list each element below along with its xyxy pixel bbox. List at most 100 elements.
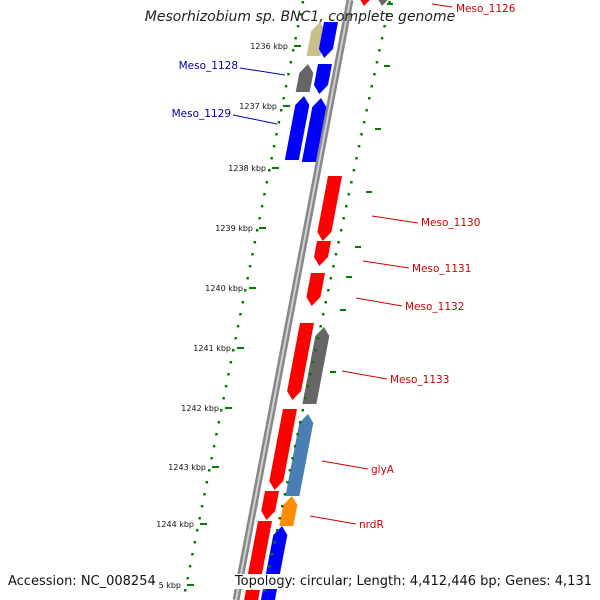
- ruler-dot: [334, 253, 338, 256]
- ruler-dot: [236, 325, 240, 328]
- leader-line: [321, 460, 369, 470]
- ruler-dot: [378, 49, 381, 52]
- ruler-dot: [352, 169, 356, 172]
- ruler-dot: [270, 553, 274, 556]
- kbp-tick-label: 1243 kbp: [168, 463, 206, 472]
- ruler-dot: [193, 541, 197, 544]
- ruler-dot: [350, 181, 353, 184]
- ruler-dot: [368, 97, 371, 100]
- leader-line: [309, 515, 357, 525]
- ruler-dot: [283, 493, 287, 496]
- leader-line: [232, 114, 278, 125]
- ruler-dot: [293, 445, 297, 448]
- ruler-dot: [232, 349, 235, 352]
- ruler-dot: [256, 229, 259, 232]
- ruler-dot: [314, 349, 317, 352]
- gene-meso-1130: [317, 176, 342, 241]
- ruler-dot: [287, 73, 290, 76]
- ruler-dot: [280, 109, 283, 112]
- ruler-dot: [186, 577, 189, 580]
- ruler-dot: [251, 253, 254, 256]
- ruler-dot: [222, 397, 225, 400]
- ruler-dot: [289, 61, 293, 64]
- ruler-dot: [268, 565, 271, 568]
- ruler-dot: [385, 13, 389, 16]
- gene-meso-1128: [314, 64, 332, 94]
- gene-meso-1131: [314, 241, 331, 266]
- ruler-dot: [253, 241, 257, 244]
- ruler-dot: [229, 361, 233, 364]
- leader-line: [362, 260, 410, 269]
- leader-line: [239, 67, 286, 76]
- kbp-tick-label: 1239 kbp: [215, 224, 253, 233]
- gene-meso-1129: [301, 98, 327, 162]
- gene-label: Meso_1130: [421, 217, 480, 229]
- kbp-tick-label: 1244 kbp: [156, 520, 194, 529]
- ruler-dot: [299, 13, 302, 16]
- ruler-dot: [205, 481, 209, 484]
- gene-label: Meso_1129: [172, 108, 231, 120]
- gene-red-bottom: [244, 590, 260, 600]
- ruler-dot: [301, 1, 305, 4]
- ruler-dot: [345, 205, 348, 208]
- ruler-dot: [270, 157, 273, 160]
- topology-text: Topology: circular; Length: 4,412,446 bp…: [232, 574, 594, 589]
- ruler-dot: [212, 445, 216, 448]
- ruler-dot: [355, 157, 358, 160]
- gene-meso-1126: [360, 0, 370, 6]
- gene-label: Meso_1128: [179, 60, 238, 72]
- ruler-dot: [248, 265, 252, 268]
- ruler-dot: [273, 541, 276, 544]
- ruler-dot: [339, 229, 343, 232]
- ruler-dot: [246, 277, 249, 280]
- kbp-tick-label: 1242 kbp: [181, 404, 219, 413]
- ruler-ticks: 1236 kbp 1237 kbp 1238 kbp 1239 kbp 1240 kbp…: [143, 42, 301, 590]
- ruler-dot: [347, 193, 350, 196]
- gene-meso-1128-left: [295, 64, 314, 92]
- ruler-dot: [272, 145, 276, 148]
- leader-line: [355, 297, 403, 307]
- ruler-dot: [296, 433, 299, 436]
- kbp-tick-label: 1240 kbp: [205, 284, 243, 293]
- gene-red-left-1: [287, 323, 314, 400]
- ruler-dot: [301, 409, 304, 412]
- ruler-dot: [260, 205, 264, 208]
- ruler-dot: [375, 61, 379, 64]
- ruler-dot: [365, 109, 368, 112]
- leader-line: [341, 370, 388, 380]
- kbp-tick-label: 1241 kbp: [193, 344, 231, 353]
- ruler-dot: [275, 529, 279, 532]
- ruler-dot: [188, 565, 192, 568]
- kbp-tick-label: 1238 kbp: [228, 164, 266, 173]
- gene-label: Meso_1132: [405, 301, 464, 313]
- ruler-dot: [208, 469, 211, 472]
- ruler-dot: [286, 481, 289, 484]
- ruler-dot: [383, 25, 386, 28]
- ruler-dot: [380, 37, 384, 40]
- gene-nrdR: [279, 496, 298, 526]
- ruler-dot: [258, 217, 261, 220]
- leader-line: [371, 215, 419, 224]
- map-title: Mesorhizobium sp. BNC1, complete genome: [144, 9, 456, 25]
- ruler-dot: [298, 421, 302, 424]
- ruler-dot: [278, 517, 281, 520]
- ruler-dot: [288, 469, 292, 472]
- gene-label: nrdR: [359, 519, 384, 531]
- ruler-dot: [277, 121, 281, 124]
- ruler-dot: [200, 505, 204, 508]
- ruler-dot: [373, 73, 376, 76]
- ruler-dot: [281, 505, 284, 508]
- ruler-dot: [327, 289, 330, 292]
- ruler-dot: [329, 277, 333, 280]
- accession-text: Accession: NC_008254: [6, 574, 158, 589]
- ruler-dot: [196, 529, 199, 532]
- ruler-dot: [263, 193, 266, 196]
- ruler-dot: [360, 133, 363, 136]
- ruler-dot: [388, 1, 391, 4]
- ruler-dot: [357, 145, 361, 148]
- ruler-dot: [217, 421, 221, 424]
- ruler-dot: [275, 133, 278, 136]
- ruler-dot: [239, 313, 242, 316]
- ruler-dot: [292, 49, 295, 52]
